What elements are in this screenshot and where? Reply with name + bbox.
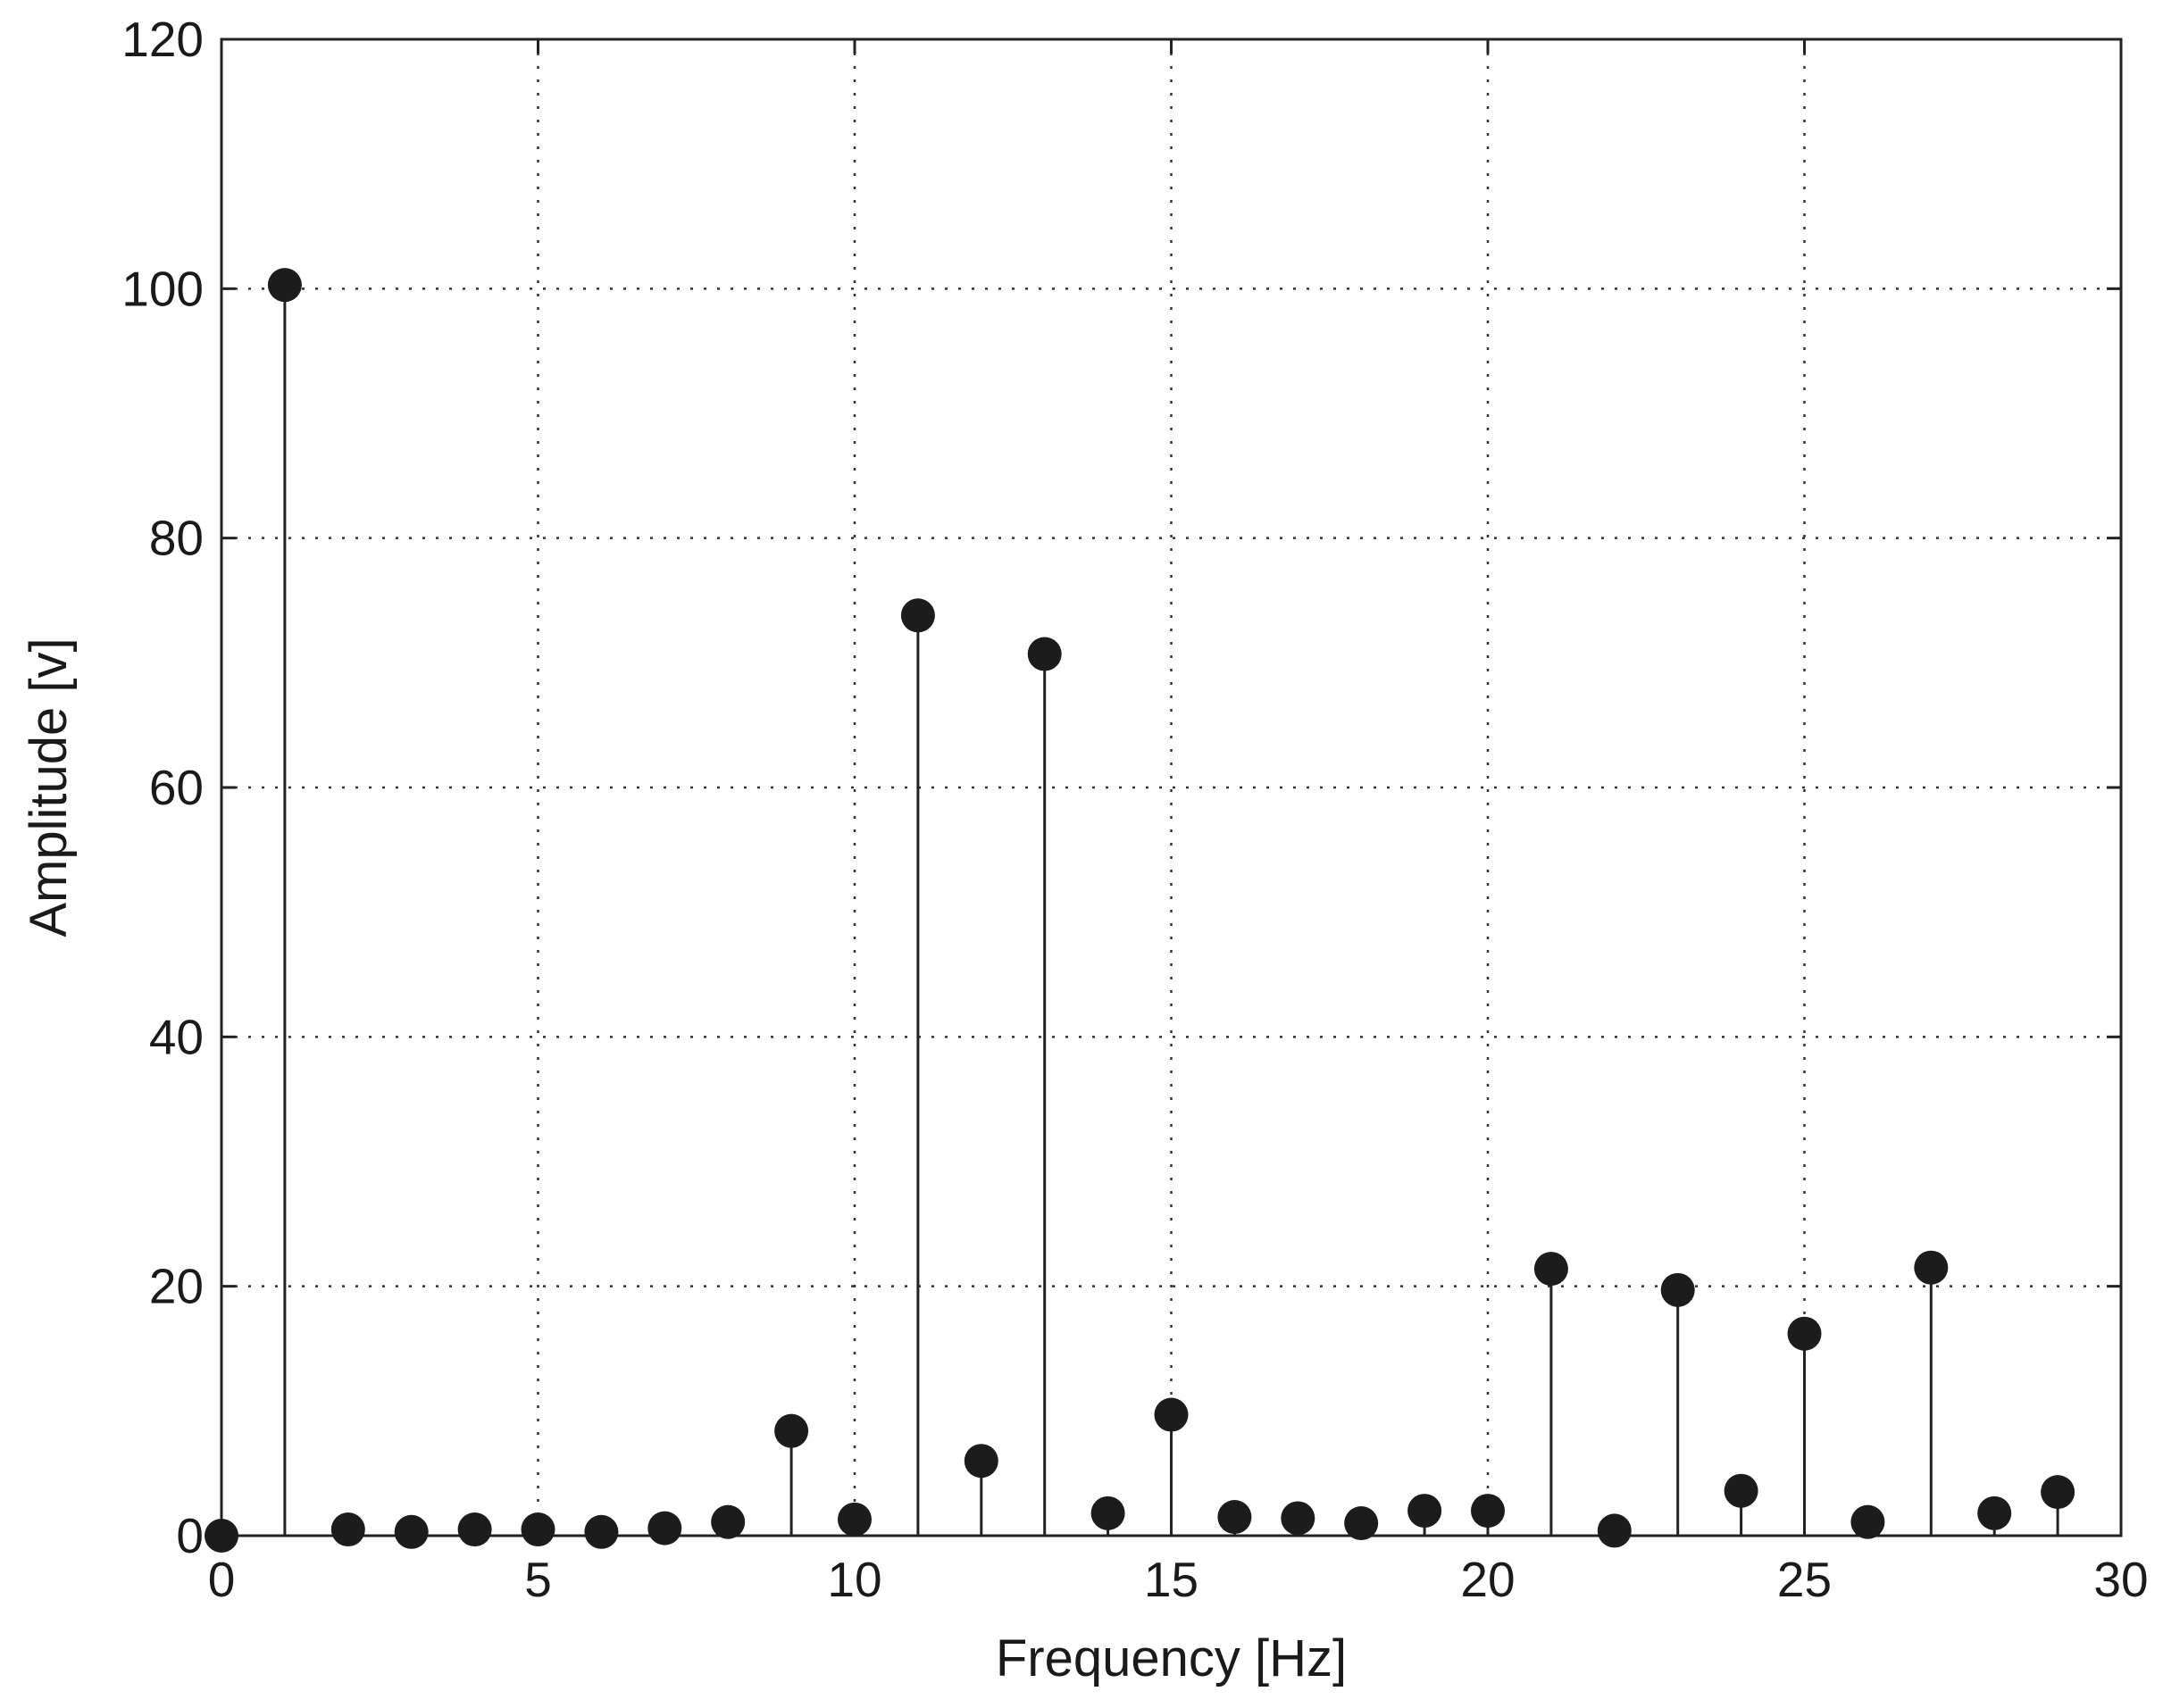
stem-marker <box>1471 1494 1505 1529</box>
stem-marker <box>1977 1496 2012 1530</box>
x-tick-label: 10 <box>827 1552 881 1607</box>
stem-marker <box>1533 1252 1568 1287</box>
stem-marker <box>774 1413 809 1448</box>
stem-marker <box>1090 1496 1125 1530</box>
y-axis-title: Amplitude [v] <box>20 637 78 937</box>
stem-marker <box>584 1514 619 1549</box>
stem-marker <box>1724 1473 1758 1508</box>
stem-marker <box>205 1519 238 1553</box>
stem-marker <box>394 1514 429 1549</box>
y-tick-labels: 0 20 40 60 80 100 120 <box>121 12 204 1563</box>
stem-marker <box>1154 1397 1189 1432</box>
x-tick-label: 15 <box>1144 1552 1198 1607</box>
y-tick-label: 60 <box>149 760 204 815</box>
x-tick-label: 20 <box>1460 1552 1515 1607</box>
stem-marker <box>1850 1504 1885 1539</box>
stem-marker <box>1217 1500 1252 1535</box>
axis-ticks <box>220 37 2123 1537</box>
stem-marker <box>900 598 935 633</box>
y-tick-label: 40 <box>149 1009 204 1064</box>
x-tick-labels: 0 5 10 15 20 25 30 <box>208 1552 2149 1607</box>
y-tick-label: 120 <box>121 12 204 67</box>
stem-marker <box>647 1511 682 1546</box>
stem-marker <box>1597 1513 1632 1548</box>
stem-marker <box>964 1444 998 1479</box>
y-tick-label: 0 <box>176 1508 204 1563</box>
x-tick-label: 0 <box>208 1552 236 1607</box>
plot-frame <box>220 37 2123 1537</box>
x-tick-label: 5 <box>524 1552 552 1607</box>
stems <box>283 285 2059 1536</box>
markers <box>205 268 2075 1553</box>
stem-marker <box>457 1512 492 1547</box>
stem-marker <box>521 1512 555 1547</box>
x-axis-title: Frequency [Hz] <box>996 1629 1347 1687</box>
y-tick-label: 20 <box>149 1259 204 1314</box>
x-tick-label: 30 <box>2093 1552 2148 1607</box>
stem-marker <box>1281 1501 1315 1536</box>
stem-marker <box>1914 1250 1949 1285</box>
stem-marker <box>1407 1494 1442 1529</box>
grid <box>221 39 2121 1536</box>
stem-marker <box>267 268 302 303</box>
y-tick-label: 80 <box>149 511 204 566</box>
y-tick-label: 100 <box>121 261 204 316</box>
stem-marker <box>711 1504 746 1539</box>
stem-marker <box>1660 1272 1695 1307</box>
x-tick-label: 25 <box>1777 1552 1832 1607</box>
stem-marker <box>1787 1316 1822 1351</box>
stem-marker <box>1344 1506 1379 1541</box>
stem-marker <box>2041 1475 2075 1510</box>
stem-marker <box>1027 637 1062 671</box>
stem-marker <box>330 1512 365 1547</box>
stem-marker <box>838 1502 872 1537</box>
